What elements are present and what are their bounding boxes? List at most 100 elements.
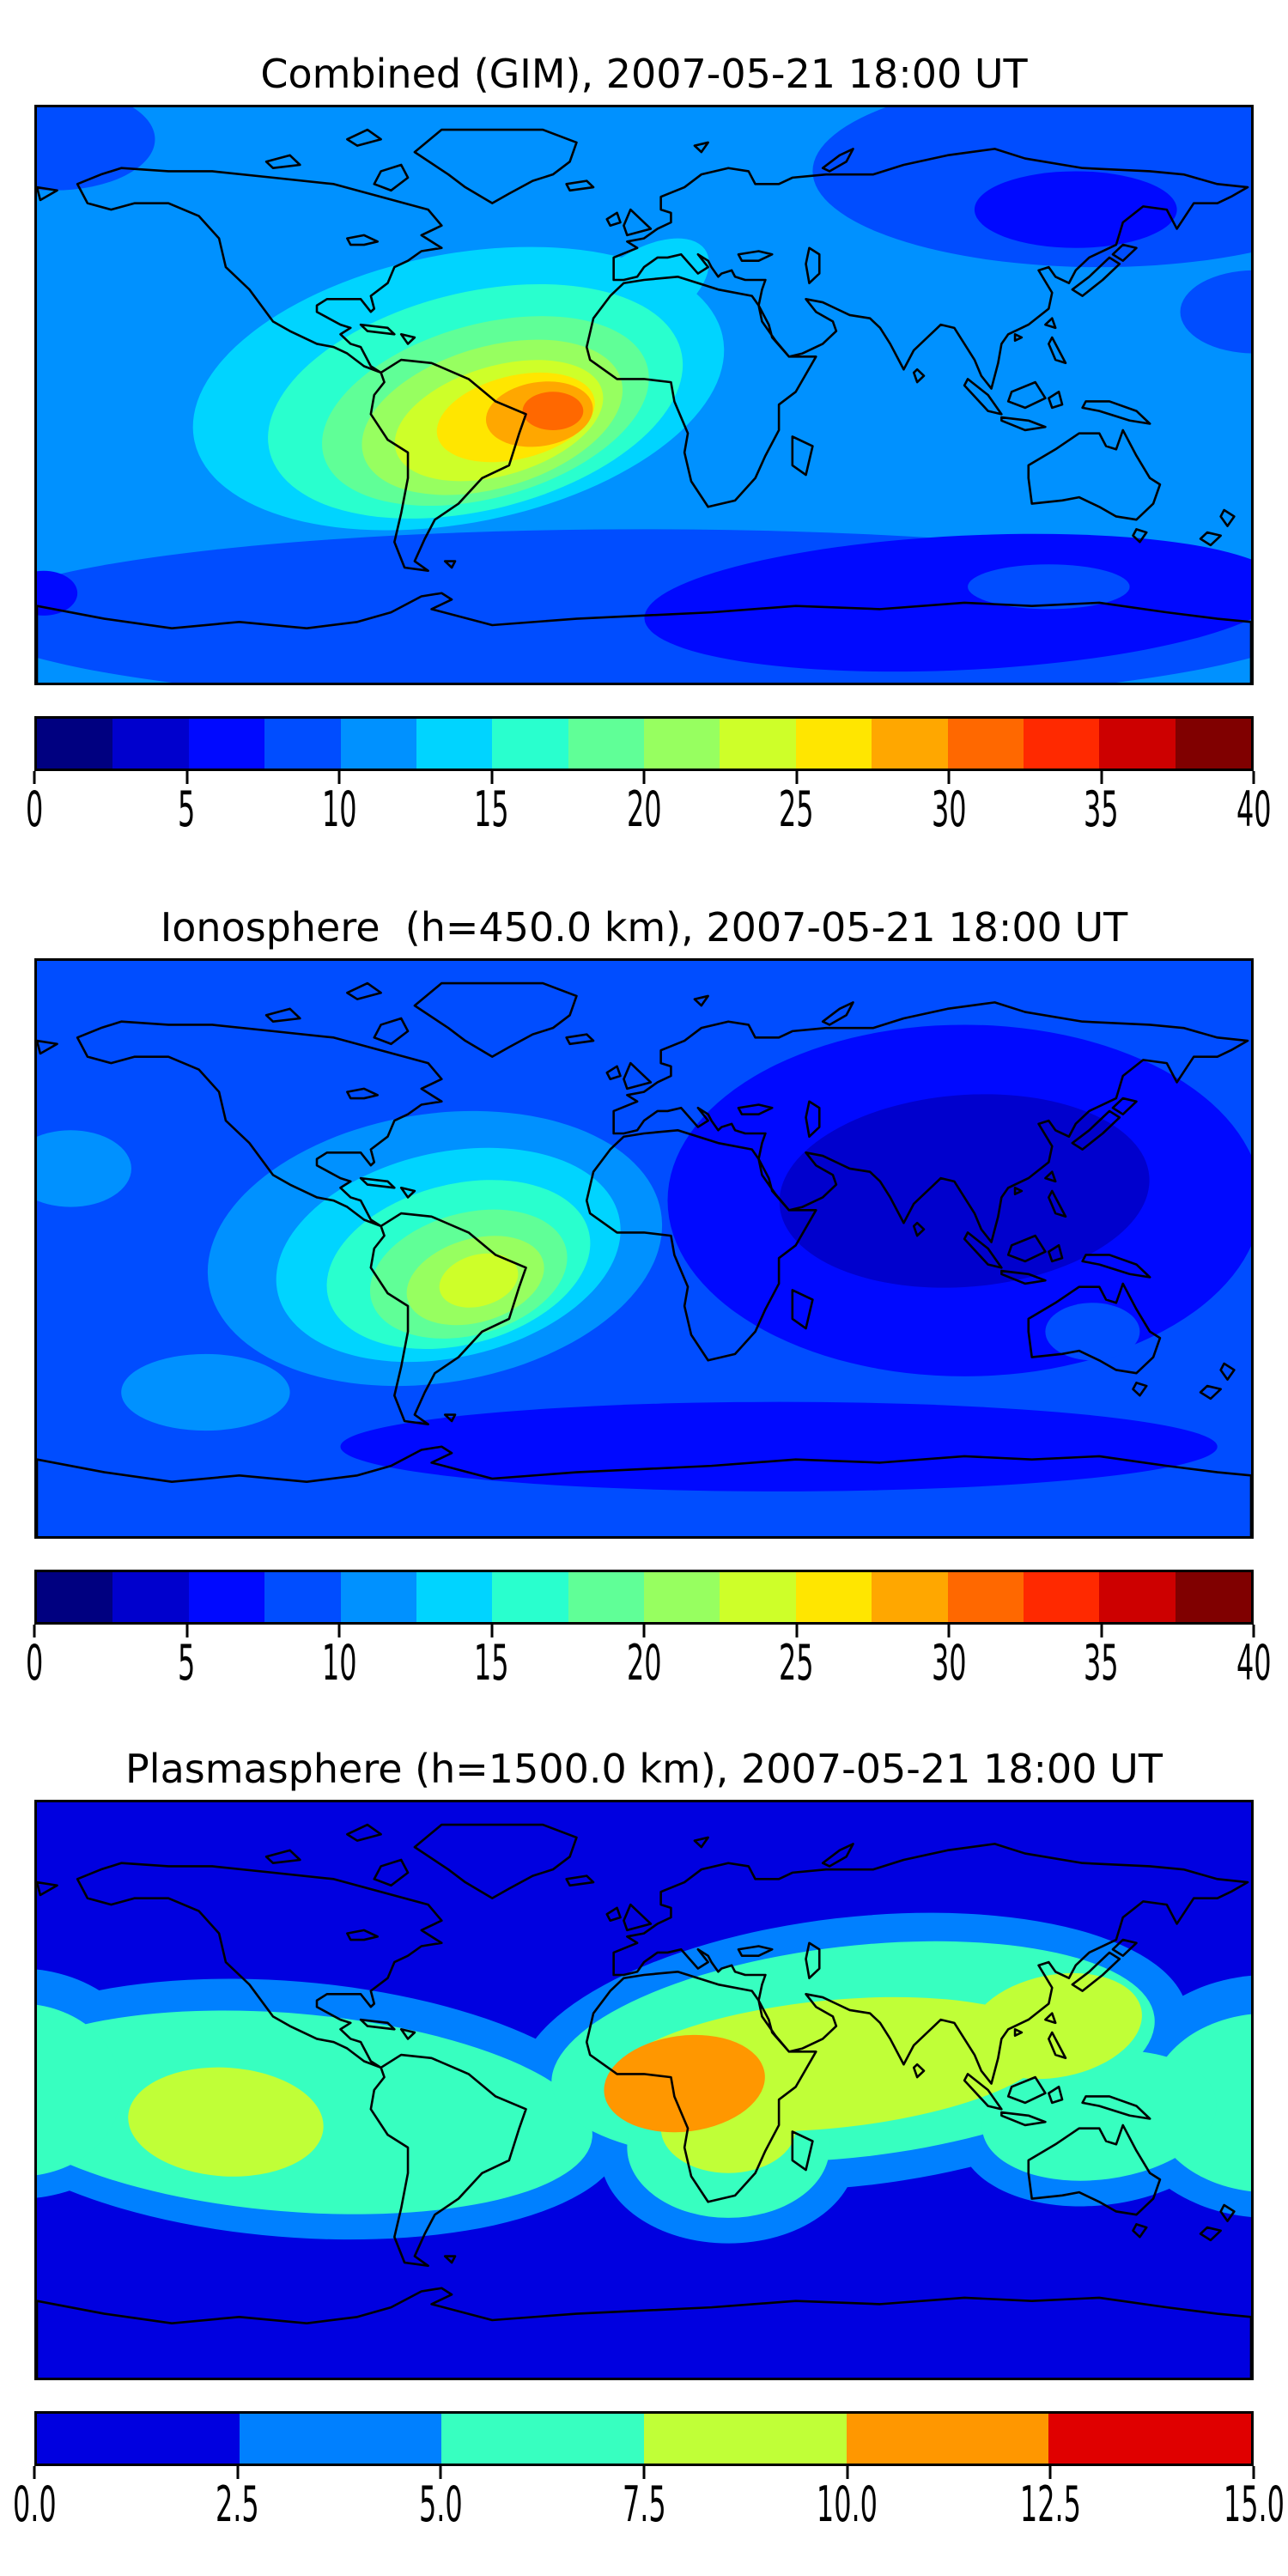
colorbar-segment xyxy=(1023,719,1100,769)
colorbar-tick-label: 25 xyxy=(779,781,814,838)
colorbar-tick-label: 30 xyxy=(931,781,967,838)
contour-band xyxy=(981,2050,1217,2181)
colorbar-tick xyxy=(439,2466,442,2479)
colorbar-segment xyxy=(37,719,113,769)
colorbar xyxy=(34,716,1254,771)
contour-band xyxy=(128,2067,324,2177)
colorbar-tick-label: 2.5 xyxy=(216,2476,260,2533)
colorbar-tick-label: 40 xyxy=(1236,781,1272,838)
colorbar-segment xyxy=(795,1572,872,1622)
panel-combined-gim: Combined (GIM), 2007-05-21 18:00 UT 0 5 10… xyxy=(26,50,1271,853)
colorbar-segment xyxy=(1099,1572,1176,1622)
colorbar-tick-label: 0 xyxy=(25,1635,44,1692)
colorbar-tick xyxy=(642,771,646,784)
colorbar-tick xyxy=(33,2466,36,2479)
panel-title: Ionosphere (h=450.0 km), 2007-05-21 18:0… xyxy=(160,904,1128,951)
colorbar-segment xyxy=(644,1572,720,1622)
colorbar-segment xyxy=(947,719,1024,769)
contour-band xyxy=(37,107,155,191)
colorbar-tick xyxy=(337,771,341,784)
contour-band xyxy=(974,171,1177,248)
colorbar-tick xyxy=(1252,1625,1255,1637)
colorbar-tick xyxy=(1252,2466,1255,2479)
world-map-ionosphere xyxy=(34,958,1254,1539)
colorbar-segment xyxy=(947,1572,1024,1622)
colorbar-segment xyxy=(416,1572,493,1622)
colorbar-tick-label: 0.0 xyxy=(12,2476,57,2533)
colorbar-tick xyxy=(947,771,951,784)
panel-plasmasphere: Plasmasphere (h=1500.0 km), 2007-05-21 1… xyxy=(13,1745,1285,2548)
colorbar-ticks xyxy=(33,771,1255,785)
colorbar-segment xyxy=(492,1572,568,1622)
colorbar-segment xyxy=(1175,1572,1251,1622)
colorbar-ticks xyxy=(33,2466,1255,2480)
colorbar-segment xyxy=(1023,1572,1100,1622)
colorbar-segment xyxy=(568,719,644,769)
colorbar-segment xyxy=(492,719,568,769)
colorbar-segment xyxy=(872,1572,948,1622)
colorbar-tick-label: 5 xyxy=(178,1635,196,1692)
colorbar-segment xyxy=(112,719,189,769)
colorbar-segment xyxy=(112,1572,189,1622)
colorbar-tick xyxy=(1100,771,1103,784)
colorbar-segment xyxy=(846,2414,1049,2464)
contour-band xyxy=(37,570,78,616)
colorbar-segment xyxy=(37,2414,240,2464)
colorbar-tick-labels: 0.0 2.5 5.0 7.5 10.0 12.5 15.0 xyxy=(13,2476,1285,2538)
colorbar-segment xyxy=(568,1572,644,1622)
colorbar-tick-label: 10.0 xyxy=(817,2476,878,2533)
contour-map-svg xyxy=(37,107,1251,683)
colorbar-tick-label: 10 xyxy=(321,781,357,838)
contour-bands xyxy=(37,1024,1251,1492)
colorbar-tick xyxy=(795,771,798,784)
contour-band xyxy=(604,2034,765,2133)
colorbar-segment xyxy=(239,2414,442,2464)
colorbar-tick-label: 15.0 xyxy=(1223,2476,1285,2533)
colorbar-segment xyxy=(264,719,341,769)
colorbar-tick xyxy=(1048,2466,1052,2479)
colorbar-segment xyxy=(37,1572,113,1622)
world-map-plasmasphere xyxy=(34,1800,1254,2380)
panel-title: Combined (GIM), 2007-05-21 18:00 UT xyxy=(260,51,1028,97)
colorbar-ticks xyxy=(33,1625,1255,1638)
world-map-combined xyxy=(34,105,1254,685)
colorbar-segment xyxy=(264,1572,341,1622)
colorbar-tick-label: 12.5 xyxy=(1019,2476,1081,2533)
contour-map-svg xyxy=(37,961,1251,1536)
colorbar-segment xyxy=(1099,719,1176,769)
colorbar-tick-labels: 0 5 10 15 20 25 30 35 40 xyxy=(26,1635,1271,1697)
contour-band xyxy=(969,1972,1142,2080)
contour-band xyxy=(439,1253,519,1308)
colorbar-tick-label: 5.0 xyxy=(418,2476,463,2533)
colorbar-tick xyxy=(33,1625,36,1637)
contour-bands xyxy=(37,107,1251,683)
colorbar-tick-label: 0 xyxy=(25,781,44,838)
panel-ionosphere: Ionosphere (h=450.0 km), 2007-05-21 18:0… xyxy=(26,903,1271,1706)
colorbar-tick xyxy=(185,1625,188,1637)
colorbar-tick-label: 35 xyxy=(1084,781,1119,838)
colorbar-tick-label: 20 xyxy=(626,781,662,838)
colorbar xyxy=(34,1570,1254,1625)
colorbar-tick xyxy=(185,771,188,784)
colorbar-tick-label: 35 xyxy=(1084,1635,1119,1692)
colorbar xyxy=(34,2411,1254,2466)
colorbar-tick-label: 10 xyxy=(321,1635,357,1692)
colorbar-tick-label: 25 xyxy=(779,1635,814,1692)
colorbar-segment xyxy=(340,719,416,769)
colorbar-tick xyxy=(1100,1625,1103,1637)
colorbar-segment xyxy=(340,1572,416,1622)
colorbar-segment xyxy=(441,2414,645,2464)
contour-band xyxy=(522,392,584,430)
colorbar-segment xyxy=(188,719,265,769)
colorbar-tick-label: 30 xyxy=(931,1635,967,1692)
colorbar-tick xyxy=(490,1625,493,1637)
colorbar-segment xyxy=(872,719,948,769)
colorbar-tick xyxy=(642,1625,646,1637)
contour-band xyxy=(1180,270,1251,354)
contour-band xyxy=(121,1353,290,1431)
colorbar-segment xyxy=(644,719,720,769)
colorbar-tick-label: 15 xyxy=(474,1635,509,1692)
contour-band xyxy=(968,564,1130,610)
contour-band xyxy=(37,1130,131,1207)
colorbar-tick xyxy=(236,2466,240,2479)
